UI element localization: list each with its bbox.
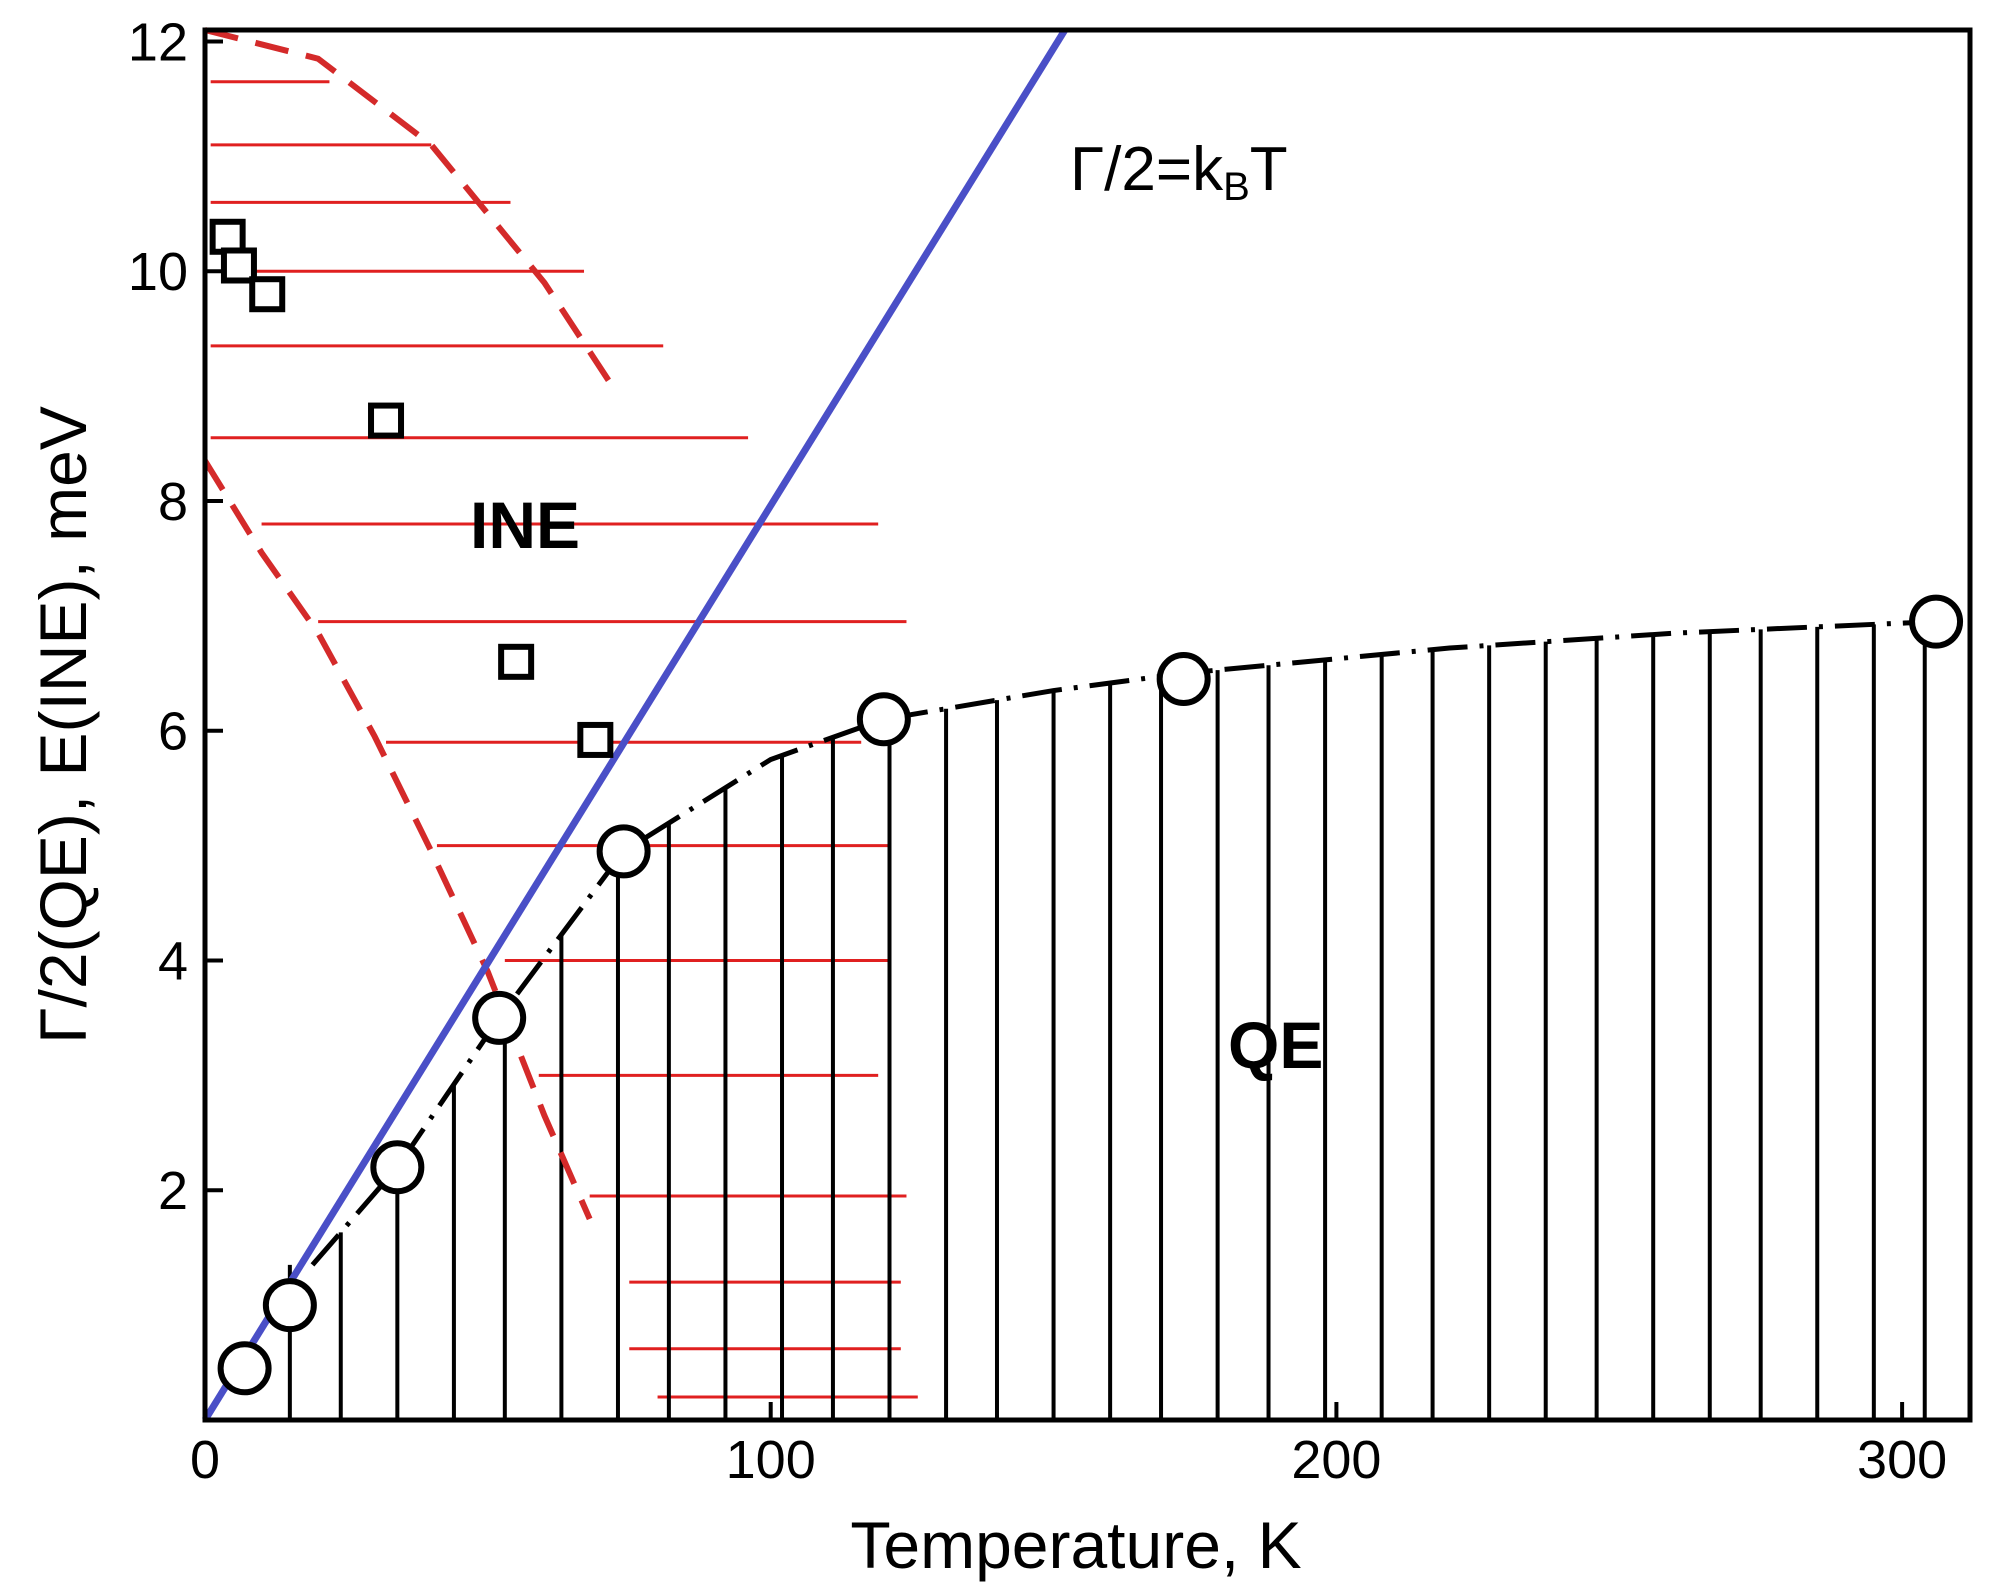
kbt-formula-label: Γ/2=kBT (1070, 135, 1288, 209)
x-tick-label: 100 (726, 1430, 816, 1490)
qe-hatch-lines (287, 622, 1927, 1420)
ine-square-marker (577, 721, 614, 758)
x-tick-label: 0 (190, 1430, 220, 1490)
y-tick-label: 12 (128, 12, 188, 72)
qe-circle-marker (856, 692, 911, 747)
ine-hatch-lines (210, 80, 918, 1399)
qe-fit-curve (310, 619, 1937, 1267)
qe-circle-marker (1909, 594, 1964, 649)
ine-square-marker (220, 247, 257, 284)
qe-circle-marker (472, 990, 527, 1045)
formula-main: Γ/2=k (1070, 135, 1224, 204)
ine-square-marker (498, 643, 535, 680)
plot-frame (202, 27, 1973, 1423)
ine-upper-boundary-curve (204, 27, 615, 388)
qe-circle-marker (596, 824, 651, 879)
axis-tick-labels: 0 100 200 300 2 4 6 8 10 12 (128, 12, 1947, 1490)
ine-square-marker (368, 402, 405, 439)
y-tick-label: 8 (158, 472, 188, 532)
x-tick-label: 200 (1291, 1430, 1381, 1490)
qe-circle-marker (370, 1140, 425, 1195)
kbt-line (202, 28, 1068, 1422)
ine-region-label: INE (470, 488, 580, 562)
y-tick-label: 6 (158, 702, 188, 762)
x-axis-title: Temperature, K (850, 1508, 1301, 1582)
qe-circle-marker (1156, 652, 1211, 707)
qe-circle-marker (262, 1278, 317, 1333)
ine-lower-boundary-curve (202, 459, 593, 1221)
formula-subscript: B (1223, 165, 1250, 209)
axis-ticks (203, 39, 1905, 1420)
ine-square-marker (209, 218, 246, 255)
ine-square-marker (249, 276, 286, 313)
data-markers (209, 218, 1964, 1396)
qe-circle-marker (217, 1341, 272, 1396)
y-tick-label: 10 (128, 242, 188, 302)
formula-suffix: T (1250, 135, 1288, 204)
y-tick-label: 4 (158, 931, 188, 991)
curves (202, 27, 1937, 1422)
y-axis-title: Γ/2(QE), E(INE), meV (26, 406, 100, 1044)
x-tick-label: 300 (1857, 1430, 1947, 1490)
y-tick-label: 2 (158, 1161, 188, 1221)
qe-region-label: QE (1228, 1008, 1323, 1082)
